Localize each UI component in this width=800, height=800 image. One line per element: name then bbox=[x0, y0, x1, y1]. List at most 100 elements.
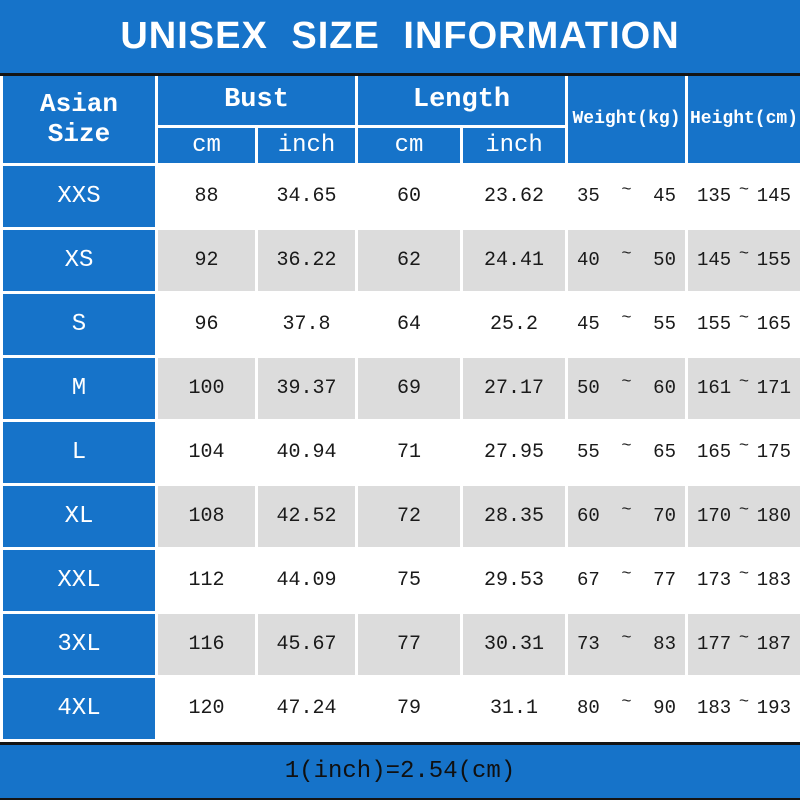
bust-inch-value: 47.24 bbox=[255, 674, 358, 742]
tilde-symbol: ~ bbox=[738, 692, 750, 712]
title-bar: UNISEX SIZE INFORMATION bbox=[0, 0, 800, 76]
size-table: Asian Size Bust Length Weight(kg) Height… bbox=[0, 76, 800, 742]
size-row: XXL 112 44.09 75 29.53 67 ~77 173 ~183 bbox=[0, 546, 800, 614]
height-max-value: 175 bbox=[756, 441, 791, 463]
weight-range: 60 ~70 bbox=[565, 482, 688, 550]
length-cm-value: 69 bbox=[355, 354, 463, 422]
page-title: UNISEX SIZE INFORMATION bbox=[120, 15, 680, 57]
height-min-value: 177 bbox=[697, 633, 732, 655]
weight-min-value: 80 bbox=[577, 697, 600, 719]
bust-inch-value: 34.65 bbox=[255, 162, 358, 230]
weight-range: 55 ~65 bbox=[565, 418, 688, 486]
size-row: XL 108 42.52 72 28.35 60 ~70 170 ~180 bbox=[0, 482, 800, 550]
weight-min-value: 35 bbox=[577, 185, 600, 207]
weight-range-text: 35 ~45 bbox=[570, 181, 684, 208]
header-length-inch: inch bbox=[460, 124, 568, 166]
header-group-row: Asian Size Bust Length Weight(kg) Height… bbox=[0, 76, 800, 166]
weight-range: 50 ~60 bbox=[565, 354, 688, 422]
height-min-value: 135 bbox=[697, 185, 732, 207]
size-row: 4XL 120 47.24 79 31.1 80 ~90 183 ~193 bbox=[0, 674, 800, 742]
weight-min-value: 55 bbox=[577, 441, 600, 463]
length-inch-value: 28.35 bbox=[460, 482, 568, 550]
length-cm-value: 71 bbox=[355, 418, 463, 486]
height-range: 177 ~187 bbox=[685, 610, 800, 678]
weight-max-value: 83 bbox=[653, 633, 676, 655]
bust-cm-value: 116 bbox=[155, 610, 258, 678]
weight-range-text: 60 ~70 bbox=[570, 501, 684, 528]
conversion-note: 1(inch)=2.54(cm) bbox=[0, 741, 800, 800]
bust-inch-value: 44.09 bbox=[255, 546, 358, 614]
tilde-symbol: ~ bbox=[738, 372, 750, 392]
size-label: XS bbox=[0, 226, 158, 294]
tilde-symbol: ~ bbox=[621, 180, 632, 200]
size-label: L bbox=[0, 418, 158, 486]
tilde-symbol: ~ bbox=[621, 244, 632, 264]
height-max-value: 193 bbox=[756, 697, 791, 719]
length-inch-value: 31.1 bbox=[460, 674, 568, 742]
tilde-symbol: ~ bbox=[621, 564, 632, 584]
weight-range: 35 ~45 bbox=[565, 162, 688, 230]
weight-min-value: 60 bbox=[577, 505, 600, 527]
weight-range-text: 55 ~65 bbox=[570, 437, 684, 464]
size-row: 3XL 116 45.67 77 30.31 73 ~83 177 ~187 bbox=[0, 610, 800, 678]
height-min-value: 161 bbox=[697, 377, 732, 399]
bust-inch-value: 39.37 bbox=[255, 354, 358, 422]
height-max-value: 183 bbox=[756, 569, 791, 591]
tilde-symbol: ~ bbox=[621, 628, 632, 648]
height-min-value: 170 bbox=[697, 505, 732, 527]
tilde-symbol: ~ bbox=[738, 244, 750, 264]
bust-cm-value: 88 bbox=[155, 162, 258, 230]
tilde-symbol: ~ bbox=[621, 500, 632, 520]
size-row: S 96 37.8 64 25.2 45 ~55 155 ~165 bbox=[0, 290, 800, 358]
weight-max-value: 50 bbox=[653, 249, 676, 271]
length-inch-value: 27.95 bbox=[460, 418, 568, 486]
weight-min-value: 73 bbox=[577, 633, 600, 655]
header-bust: Bust bbox=[155, 76, 358, 128]
header-length-cm: cm bbox=[355, 124, 463, 166]
size-label: XL bbox=[0, 482, 158, 550]
weight-max-value: 45 bbox=[653, 185, 676, 207]
weight-max-value: 55 bbox=[653, 313, 676, 335]
height-range: 145 ~155 bbox=[685, 226, 800, 294]
tilde-symbol: ~ bbox=[738, 180, 750, 200]
bust-inch-value: 40.94 bbox=[255, 418, 358, 486]
height-min-value: 183 bbox=[697, 697, 732, 719]
length-inch-value: 30.31 bbox=[460, 610, 568, 678]
tilde-symbol: ~ bbox=[621, 692, 632, 712]
weight-max-value: 60 bbox=[653, 377, 676, 399]
length-inch-value: 24.41 bbox=[460, 226, 568, 294]
bust-cm-value: 96 bbox=[155, 290, 258, 358]
height-range-text: 135 ~145 bbox=[690, 181, 799, 208]
bust-cm-value: 104 bbox=[155, 418, 258, 486]
weight-max-value: 65 bbox=[653, 441, 676, 463]
weight-range: 45 ~55 bbox=[565, 290, 688, 358]
height-max-value: 165 bbox=[756, 313, 791, 335]
height-max-value: 171 bbox=[756, 377, 791, 399]
height-range-text: 183 ~193 bbox=[690, 693, 799, 720]
size-label: 4XL bbox=[0, 674, 158, 742]
size-row: XXS 88 34.65 60 23.62 35 ~45 135 ~145 bbox=[0, 162, 800, 230]
bust-cm-value: 112 bbox=[155, 546, 258, 614]
tilde-symbol: ~ bbox=[738, 436, 750, 456]
length-inch-value: 27.17 bbox=[460, 354, 568, 422]
weight-range: 40 ~50 bbox=[565, 226, 688, 294]
weight-max-value: 90 bbox=[653, 697, 676, 719]
height-range: 183 ~193 bbox=[685, 674, 800, 742]
size-label: M bbox=[0, 354, 158, 422]
length-cm-value: 64 bbox=[355, 290, 463, 358]
weight-max-value: 70 bbox=[653, 505, 676, 527]
height-max-value: 155 bbox=[756, 249, 791, 271]
table-body: XXS 88 34.65 60 23.62 35 ~45 135 ~145 XS 9… bbox=[0, 162, 800, 742]
table-header: Asian Size Bust Length Weight(kg) Height… bbox=[0, 76, 800, 166]
weight-max-value: 77 bbox=[653, 569, 676, 591]
size-label: XXS bbox=[0, 162, 158, 230]
height-range: 155 ~165 bbox=[685, 290, 800, 358]
height-min-value: 155 bbox=[697, 313, 732, 335]
size-label: XXL bbox=[0, 546, 158, 614]
size-row: L 104 40.94 71 27.95 55 ~65 165 ~175 bbox=[0, 418, 800, 486]
tilde-symbol: ~ bbox=[738, 500, 750, 520]
weight-range: 80 ~90 bbox=[565, 674, 688, 742]
length-cm-value: 72 bbox=[355, 482, 463, 550]
height-range-text: 145 ~155 bbox=[690, 245, 799, 272]
